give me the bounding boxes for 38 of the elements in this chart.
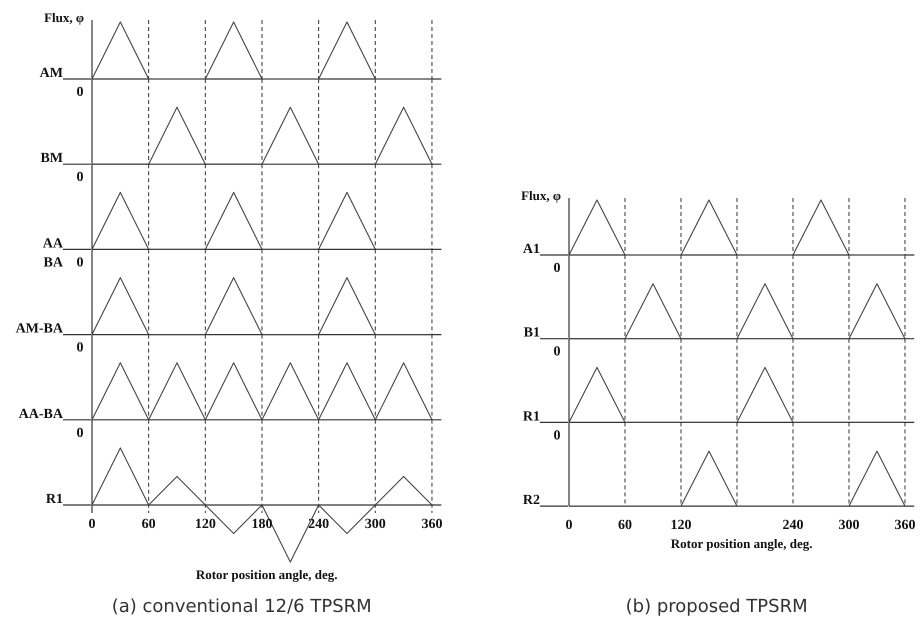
text: A1 (522, 242, 540, 257)
x-tick-label: 120 (670, 518, 692, 534)
x-tick-label: 360 (421, 517, 442, 532)
text: B1 (524, 326, 540, 341)
x-tick-label: 60 (618, 518, 632, 534)
x-tick-label: 120 (194, 517, 216, 532)
x-axis-title: Rotor position angle, deg. (670, 536, 812, 552)
text: R2 (522, 493, 540, 508)
text: (a) conventional 12/6 TPSRM (112, 596, 372, 617)
text: 0 (76, 170, 84, 186)
x-tick-label: 300 (838, 518, 860, 534)
text: 0 (76, 426, 84, 441)
text: AA-BA (18, 406, 64, 422)
text: 0 (76, 340, 84, 356)
text: AM-BA (16, 322, 64, 337)
text: 0 (554, 428, 560, 444)
y-axis-title: Flux, φ (44, 10, 84, 25)
text: R1 (522, 409, 540, 424)
x-tick-label: 60 (142, 517, 156, 532)
text: (b) proposed TPSRM (626, 596, 808, 617)
text: 0 (76, 85, 84, 100)
text: AA (42, 236, 64, 252)
x-tick-label: 240 (308, 517, 330, 532)
text: 0 (554, 261, 560, 276)
text: BA (44, 255, 64, 270)
text: BM (40, 151, 63, 166)
text: AM (40, 66, 63, 81)
text: 0 (76, 255, 84, 270)
x-tick-label: 240 (782, 518, 804, 534)
x-tick-label: 180 (251, 517, 272, 532)
text: R1 (46, 492, 63, 507)
x-tick-label: 360 (894, 518, 916, 534)
x-axis-title: Rotor position angle, deg. (196, 567, 338, 582)
x-tick-label: 0 (566, 518, 572, 534)
x-tick-label: 300 (364, 517, 386, 532)
x-tick-label: 0 (88, 517, 96, 532)
text: 0 (554, 344, 560, 360)
y-axis-title: Flux, φ (521, 188, 561, 203)
